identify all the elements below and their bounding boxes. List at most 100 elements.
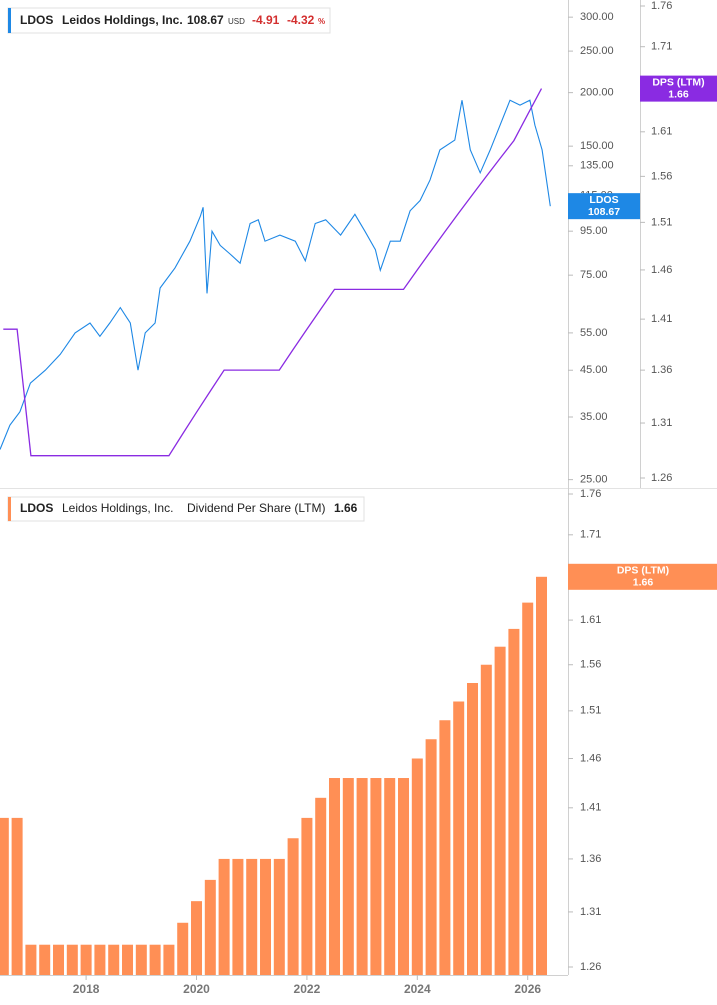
y2-tick-label: 1.36 (651, 364, 672, 376)
y-tick-label: 1.76 (580, 488, 601, 500)
bar (260, 858, 272, 975)
legend-metric: Dividend Per Share (LTM) (187, 501, 326, 515)
legend-pct-unit: % (318, 17, 325, 26)
x-tick-label: 2024 (404, 982, 431, 996)
bar (494, 646, 506, 975)
bar (287, 838, 299, 975)
bar (522, 602, 534, 975)
bar (108, 944, 120, 975)
legend-symbol: LDOS (20, 13, 53, 27)
x-tick-label: 2026 (514, 982, 541, 996)
y-tick-label: 1.51 (580, 705, 601, 717)
bar (246, 858, 258, 975)
last-value-box (568, 563, 717, 590)
last-value-name: DPS (LTM) (617, 565, 669, 577)
bar (66, 944, 78, 975)
y2-tick-label: 1.46 (651, 264, 672, 276)
legend-name: Leidos Holdings, Inc. (62, 501, 173, 515)
bar (191, 901, 203, 975)
dps-legend: LDOS Leidos Holdings, Inc. Dividend Per … (7, 496, 365, 522)
y-tick-label: 1.61 (580, 614, 601, 626)
y-tick-label: 1.26 (580, 961, 601, 973)
legend-change-pct: -4.32 (287, 13, 315, 27)
legend-value: 1.66 (334, 501, 358, 515)
x-tick-label: 2022 (294, 982, 321, 996)
bar (315, 797, 327, 975)
y-tick-label: 150.00 (580, 140, 614, 152)
legend-price: 108.67 (187, 13, 224, 27)
y-tick-label: 55.00 (580, 327, 608, 339)
y2-tick-label: 1.26 (651, 472, 672, 484)
bar (370, 778, 382, 975)
bar (122, 944, 134, 975)
bar (439, 720, 451, 975)
bar (163, 944, 175, 975)
bar (94, 944, 106, 975)
bar (342, 778, 354, 975)
x-tick-label: 2020 (183, 982, 210, 996)
y-tick-label: 1.56 (580, 659, 601, 671)
bar (232, 858, 244, 975)
last-value-box (568, 193, 640, 220)
price-legend: LDOS Leidos Holdings, Inc. 108.67 USD -4… (7, 7, 331, 34)
bar (384, 778, 396, 975)
legend-change: -4.91 (252, 13, 280, 27)
bar (508, 628, 520, 975)
bar (135, 944, 147, 975)
bar (467, 682, 479, 975)
bar (536, 576, 548, 975)
y2-tick-label: 1.61 (651, 126, 672, 138)
y-tick-label: 1.46 (580, 752, 601, 764)
bar (25, 944, 37, 975)
line-series (3, 88, 543, 457)
y-tick-label: 45.00 (580, 364, 608, 376)
last-value-name: LDOS (589, 194, 618, 206)
bar (39, 944, 51, 975)
y-tick-label: 200.00 (580, 87, 614, 99)
legend-swatch (8, 8, 11, 33)
y-tick-label: 1.71 (580, 529, 601, 541)
y-tick-label: 300.00 (580, 11, 614, 23)
dps-panel: 1.26 1.31 1.36 1.41 1.46 1.51 1.56 1.61 1.66 1.71… (0, 488, 717, 996)
y-tick-label: 1.31 (580, 906, 601, 918)
y2-tick-label: 1.51 (651, 216, 672, 228)
bar (356, 778, 368, 975)
last-value: 1.66 (633, 577, 654, 589)
bar (453, 701, 465, 975)
legend-box (7, 7, 331, 34)
bar (398, 778, 410, 975)
legend-name: Leidos Holdings, Inc. (62, 13, 183, 27)
y2-tick-label: 1.56 (651, 170, 672, 182)
y-tick-label: 35.00 (580, 411, 608, 423)
y-tick-label: 250.00 (580, 45, 614, 57)
y2-tick-label: 1.31 (651, 417, 672, 429)
legend-symbol: LDOS (20, 501, 53, 515)
last-value: 1.66 (668, 88, 689, 100)
bar (411, 758, 423, 975)
price-panel: 25.0035.0045.0055.0075.0095.00115.00135.… (0, 0, 717, 486)
bar (480, 664, 492, 975)
bar (218, 858, 230, 975)
x-tick-label: 2018 (73, 982, 100, 996)
bar (301, 817, 313, 975)
y-tick-label: 1.41 (580, 802, 601, 814)
bar (329, 778, 341, 975)
last-value: 108.67 (588, 206, 620, 218)
y-tick-label: 75.00 (580, 269, 608, 281)
line-series (0, 99, 551, 450)
bar (273, 858, 285, 975)
y-tick-label: 135.00 (580, 160, 614, 172)
y-tick-label: 25.00 (580, 474, 608, 486)
bar (177, 922, 189, 975)
last-value-name: DPS (LTM) (652, 76, 704, 88)
y2-tick-label: 1.76 (651, 0, 672, 12)
bar (11, 817, 23, 975)
legend-swatch (8, 497, 11, 521)
bar (149, 944, 161, 975)
y2-tick-label: 1.71 (651, 41, 672, 53)
last-value-box (640, 75, 717, 102)
y-tick-label: 95.00 (580, 225, 608, 237)
y-tick-label: 1.36 (580, 853, 601, 865)
bar (425, 739, 437, 975)
